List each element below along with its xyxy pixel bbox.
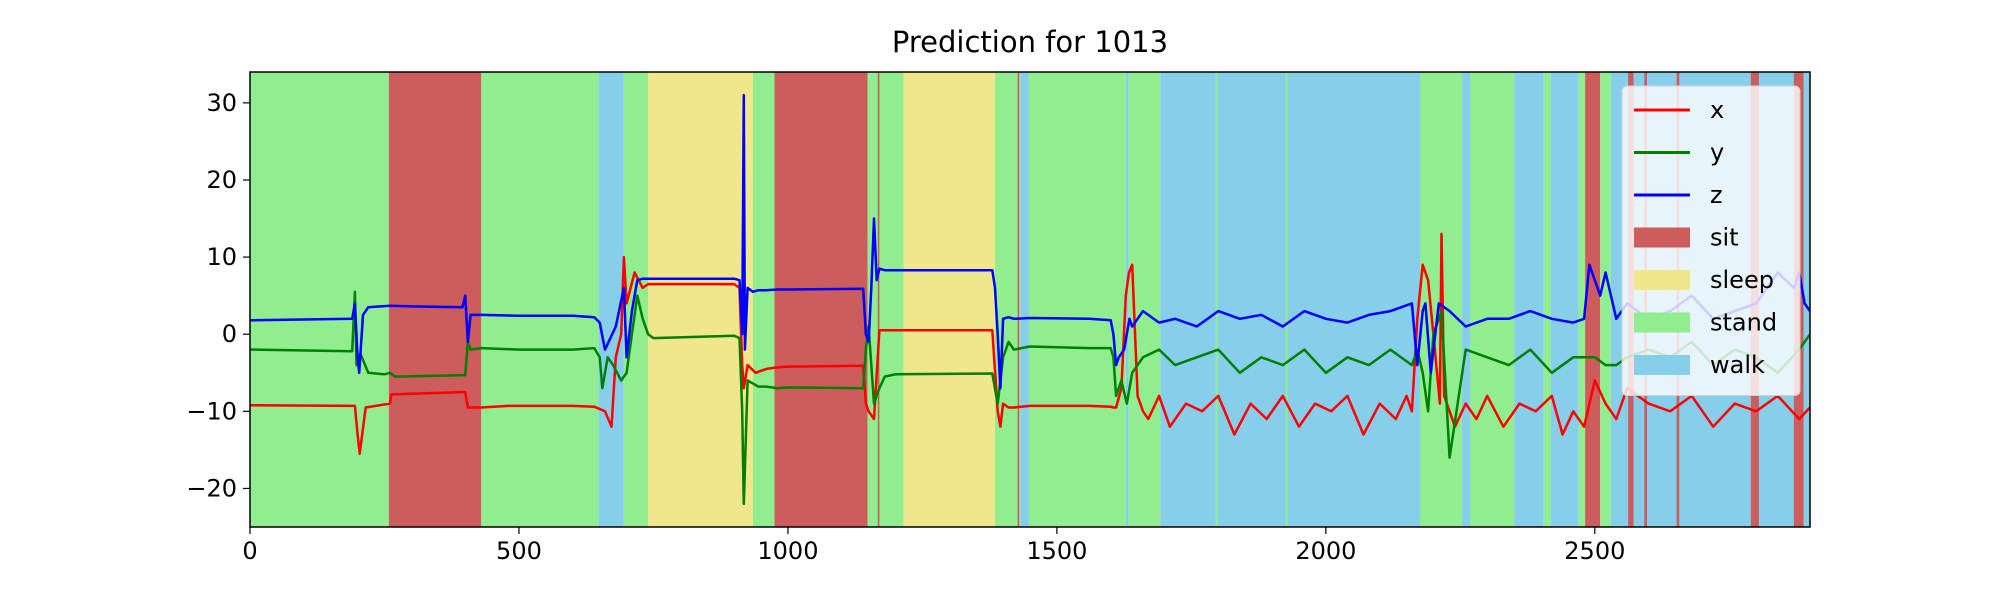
legend-label-y: y	[1710, 139, 1724, 167]
y-tick-label: −10	[186, 397, 237, 425]
activity-band-sit	[388, 72, 482, 527]
legend: xyz sit sleep stand walk	[1621, 85, 1801, 396]
series-line-z	[250, 93, 1810, 390]
activity-band-stand	[995, 72, 1021, 527]
plot-frame	[249, 71, 1811, 528]
activity-band-sit	[1017, 72, 1020, 527]
legend-swatch-sleep	[1634, 270, 1690, 290]
activity-band-sit	[774, 72, 868, 527]
x-axis: 0 500 1000 1500 2000 2500	[242, 527, 1625, 565]
activity-band-walk	[1160, 72, 1420, 527]
activity-band-walk	[598, 72, 624, 527]
activity-band-stand	[1028, 72, 1126, 527]
y-tick-label: 0	[222, 320, 237, 348]
activity-band-walk	[1550, 72, 1579, 527]
x-tick-label: 0	[242, 537, 257, 565]
series-lines	[250, 93, 1810, 506]
activity-band-stand	[250, 72, 389, 527]
activity-band-sleep	[903, 72, 996, 527]
legend-label-x: x	[1710, 96, 1724, 124]
activity-band-walk	[1020, 72, 1029, 527]
activity-band-sleep	[648, 72, 753, 527]
y-tick-label: 10	[206, 243, 237, 271]
y-tick-label: 30	[206, 89, 237, 117]
y-tick-label: −20	[186, 474, 237, 502]
activity-band-stand	[1285, 72, 1288, 527]
x-tick-label: 500	[496, 537, 542, 565]
activity-band-stand	[752, 72, 775, 527]
legend-label-stand: stand	[1710, 309, 1777, 337]
legend-label-sleep: sleep	[1710, 266, 1774, 294]
x-tick-label: 1000	[757, 537, 818, 565]
activity-band-stand	[1543, 72, 1551, 527]
activity-band-stand	[867, 72, 904, 527]
activity-band-walk	[1461, 72, 1471, 527]
series-line-x	[250, 232, 1810, 455]
legend-swatch-walk	[1634, 355, 1690, 375]
activity-band-stand	[481, 72, 599, 527]
legend-swatch-stand	[1634, 312, 1690, 333]
x-tick-label: 1500	[1026, 537, 1087, 565]
activity-band-stand	[1578, 72, 1586, 527]
y-axis: −20 −10 0 10 20 30	[186, 89, 250, 502]
activity-band-stand	[1470, 72, 1515, 527]
activity-band-walk	[1514, 72, 1544, 527]
series-line-y	[250, 290, 1810, 506]
activity-band-stand	[1600, 72, 1611, 527]
x-tick-label: 2500	[1564, 537, 1625, 565]
activity-band-stand	[1215, 72, 1218, 527]
legend-label-sit: sit	[1710, 224, 1739, 252]
chart-title: Prediction for 1013	[892, 25, 1168, 59]
legend-swatch-sit	[1634, 227, 1690, 248]
x-tick-label: 2000	[1295, 537, 1356, 565]
activity-band-sit	[1585, 72, 1601, 527]
y-tick-label: 20	[206, 166, 237, 194]
legend-label-walk: walk	[1710, 351, 1765, 379]
legend-label-z: z	[1710, 181, 1723, 209]
activity-band-sit	[877, 72, 880, 527]
activity-band-walk	[1125, 72, 1129, 527]
activity-bands	[250, 72, 1810, 527]
